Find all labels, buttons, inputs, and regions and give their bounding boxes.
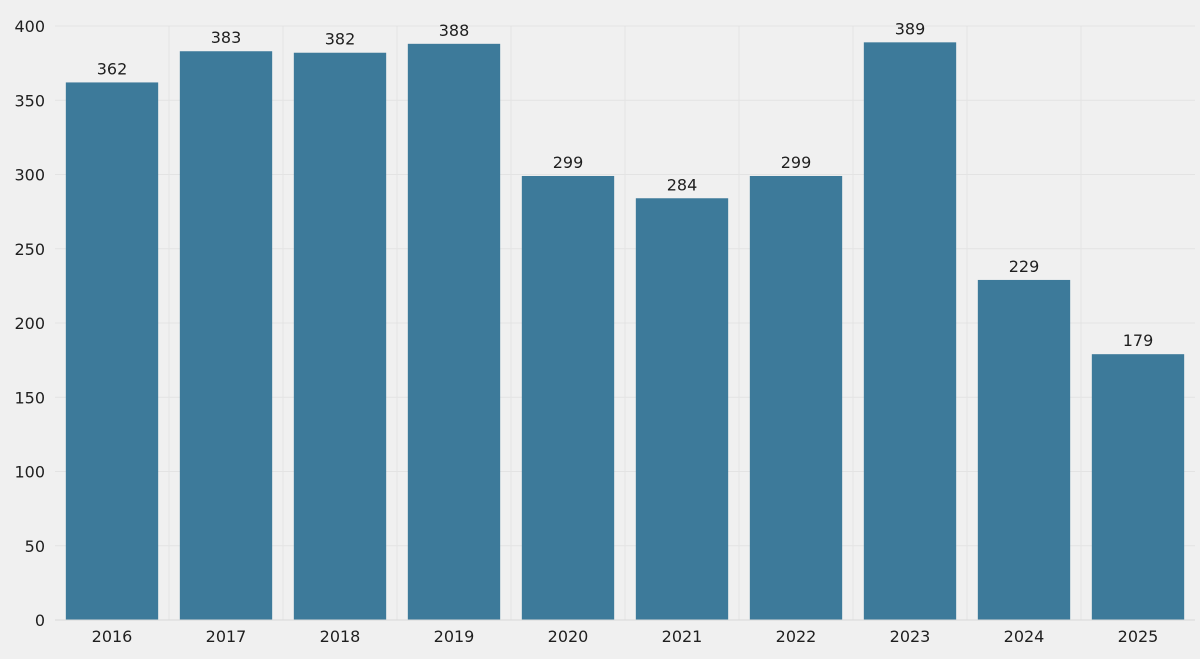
y-tick-label: 50 [25, 537, 45, 556]
y-tick-label: 0 [35, 611, 45, 630]
x-tick-label-2018: 2018 [320, 627, 361, 646]
y-tick-label: 350 [14, 91, 45, 110]
bar-2021[interactable] [635, 198, 729, 620]
bar-2020[interactable] [521, 175, 615, 621]
x-tick-label-2017: 2017 [206, 627, 247, 646]
bar-layer [65, 42, 1185, 621]
bar-2017[interactable] [179, 51, 273, 621]
x-tick-label-2020: 2020 [548, 627, 589, 646]
x-tick-label-2024: 2024 [1004, 627, 1045, 646]
bar-2024[interactable] [977, 279, 1071, 620]
data-label-2023: 389 [895, 19, 926, 38]
bar-2023[interactable] [863, 42, 957, 620]
data-label-layer: 362 383 382 388 299 284 299 389 229 179 [97, 19, 1154, 350]
y-tick-label: 250 [14, 240, 45, 259]
data-label-2018: 382 [325, 30, 356, 49]
data-label-2020: 299 [553, 153, 584, 172]
y-tick-label: 100 [14, 463, 45, 482]
bar-2019[interactable] [407, 43, 501, 620]
x-tick-label-2019: 2019 [434, 627, 475, 646]
x-tick-label-2023: 2023 [890, 627, 931, 646]
y-tick-label: 150 [14, 388, 45, 407]
x-tick-label-2016: 2016 [92, 627, 133, 646]
x-tick-label-2022: 2022 [776, 627, 817, 646]
bar-2025[interactable] [1091, 354, 1185, 620]
data-label-2016: 362 [97, 59, 128, 78]
x-tick-label-2025: 2025 [1118, 627, 1159, 646]
data-label-2019: 388 [439, 21, 470, 40]
data-label-2022: 299 [781, 153, 812, 172]
data-label-2021: 284 [667, 175, 698, 194]
y-tick-label: 300 [14, 166, 45, 185]
y-tick-label: 400 [14, 17, 45, 36]
bar-2016[interactable] [65, 82, 159, 621]
y-tick-label: 200 [14, 314, 45, 333]
data-label-2024: 229 [1009, 257, 1040, 276]
data-label-2025: 179 [1123, 331, 1154, 350]
bar-2018[interactable] [293, 52, 387, 621]
bar-2022[interactable] [749, 175, 843, 621]
axis-layer: 0 50 100 150 200 250 300 350 400 2016 2017 2018 2019… [14, 17, 1195, 646]
x-tick-label-2021: 2021 [662, 627, 703, 646]
data-label-2017: 383 [211, 28, 242, 47]
